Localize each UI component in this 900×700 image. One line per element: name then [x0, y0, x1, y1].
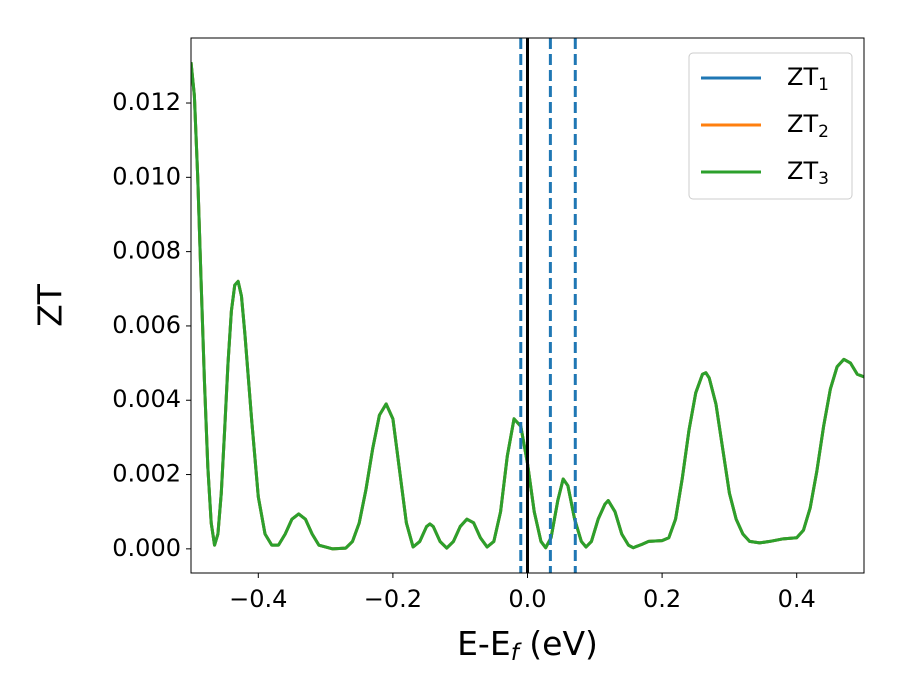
y-tick-label: 0.006 — [112, 311, 181, 339]
legend-label-sub: 3 — [818, 169, 829, 189]
legend-label-sub: 1 — [818, 75, 829, 95]
legend-label: ZT2 — [787, 110, 829, 142]
x-axis-label-main: E-E — [457, 624, 511, 663]
y-tick-label: 0.002 — [112, 460, 181, 488]
x-axis-label-sub: f — [511, 640, 522, 666]
x-axis-label: E-Ef (eV) — [457, 624, 598, 666]
x-tick-label: 0.2 — [643, 585, 681, 613]
legend-box — [688, 52, 853, 200]
legend-label: ZT1 — [787, 63, 829, 95]
y-tick-label: 0.000 — [112, 534, 181, 562]
legend-label-main: ZT — [787, 110, 818, 138]
x-axis-label-suffix: (eV) — [519, 624, 598, 663]
y-tick-label: 0.008 — [112, 237, 181, 265]
series-line — [191, 61, 864, 551]
x-tick-label: −0.2 — [364, 585, 422, 613]
x-tick-label: 0.4 — [778, 585, 816, 613]
y-tick-label: 0.004 — [112, 385, 181, 413]
legend-label-sub: 2 — [818, 122, 829, 142]
plot-frame — [190, 37, 865, 574]
x-tick-label: −0.4 — [229, 585, 287, 613]
x-tick-label: 0.0 — [508, 585, 546, 613]
legend-label-main: ZT — [787, 63, 818, 91]
y-axis-label: ZT — [31, 283, 70, 327]
legend-label-main: ZT — [787, 157, 818, 185]
y-tick-label: 0.012 — [112, 88, 181, 116]
legend-label: ZT3 — [787, 157, 829, 189]
y-tick-label: 0.010 — [112, 162, 181, 190]
